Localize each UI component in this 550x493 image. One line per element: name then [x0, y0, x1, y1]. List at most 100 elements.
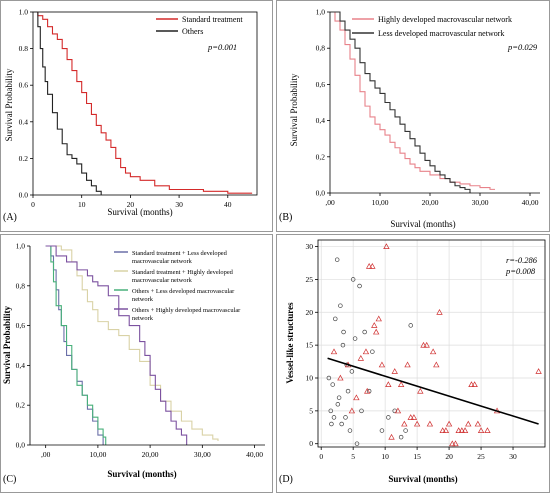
panel-d-point-circle-6: [336, 395, 342, 400]
panel-d-x-tick-label-6: 30: [509, 452, 517, 461]
panel-d-point-triangle-36: [452, 440, 459, 447]
panel-d-point-circle-30: [335, 402, 341, 407]
panel-d-point-circle-18: [359, 408, 364, 414]
panel-b-ylabel: Survival Probability: [289, 73, 299, 146]
panel-d-point-circle-17: [357, 283, 362, 289]
panel-a-y-tick-label-3: 0.6: [19, 81, 29, 90]
panel-a-legend: Standard treatment Others: [156, 15, 243, 36]
panel-d-p-value: p=0.008: [505, 266, 536, 276]
panel-d-y-tick-label-4: 20: [306, 308, 314, 317]
panel-d-point-triangle-21: [404, 361, 411, 368]
panel-a-pvalue: p=0.001: [207, 42, 237, 52]
panel-c-legend-label-3a: Others + Highly developed macrovascular: [132, 307, 241, 314]
panel-c-series-line-2: [45, 245, 107, 445]
panel-d-x-tick-label-2: 10: [381, 452, 389, 461]
panel-a-x-tick-label-0: 0: [31, 200, 35, 209]
panel-d-point-circle-3: [331, 415, 337, 420]
panel-a-x-tick-label-1: 10: [78, 200, 86, 209]
panel-d-point-triangle-40: [465, 420, 472, 427]
panel-b-x-tick-label-4: 40,00: [522, 198, 539, 207]
panel-d-point-triangle-39: [461, 427, 469, 434]
panel-c-y-tick-label-0: 0,0: [16, 441, 26, 450]
panel-d-point-circle-0: [326, 375, 332, 381]
panel-d-x-tick-label-3: 15: [413, 452, 421, 461]
panel-d-point-triangle-10: [371, 322, 378, 328]
panel-d-point-circle-23: [386, 415, 391, 420]
panel-c-x-tick-label-2: 20,00: [142, 450, 159, 459]
panel-b-xlabel: Survival (months): [390, 219, 455, 229]
panel-c-x-tick-label-0: ,00: [41, 450, 51, 459]
panel-c-legend-label-0b: macrovascular network: [132, 258, 193, 265]
panel-b-y-tick-label-3: 0,6: [316, 80, 326, 89]
panel-d-point-triangle-11: [372, 328, 380, 335]
panel-d-point-triangle-15: [385, 381, 392, 388]
panel-b-legend-label-1: Less developed macrovascular network: [378, 29, 504, 38]
panel-d-ylabel: Vessel-like structures: [285, 302, 295, 384]
panel-c-y-ticks: 0,0 0,2 0,4 0,6 0,8 1,0: [16, 242, 30, 450]
panel-b-y-tick-label-5: 1,0: [316, 8, 326, 17]
panel-d-point-triangle-29: [429, 348, 437, 355]
panel-d-y-tick-label-5: 25: [306, 275, 314, 284]
panel-a-x-tick-label-2: 20: [127, 200, 135, 209]
panel-d-point-triangle-14: [383, 243, 390, 250]
panel-d-point-circle-19: [362, 329, 367, 335]
panel-d-point-circle-21: [370, 349, 375, 354]
panel-d-point-triangle-32: [439, 427, 446, 434]
panel-c-series-line-1: [45, 245, 219, 442]
panel-d-xlabel: Survival (months): [388, 474, 457, 484]
panel-d-point-triangle-23: [410, 414, 418, 420]
panel-a-x-ticks: 0 10 20 30 40: [31, 195, 232, 209]
panel-d-point-triangle-30: [433, 361, 440, 368]
panel-b-pvalue: p=0.029: [507, 42, 538, 52]
panel-d-point-circle-1: [328, 408, 334, 414]
panel-d-r-value: r=-0.286: [506, 255, 538, 265]
panel-a-legend-label-1: Others: [182, 27, 203, 36]
panel-d-point-circle-29: [340, 342, 346, 348]
panel-d-point-triangle-38: [458, 427, 466, 434]
panel-d-fit-line: [327, 357, 539, 425]
panel-c-y-tick-label-1: 0,2: [16, 401, 26, 410]
panel-a-series-line-1: [33, 11, 102, 195]
panel-b-x-tick-label-3: 30,00: [472, 198, 489, 207]
panel-a-y-ticks: 0.0 0.2 0.4 0.6 0.8 1.0: [19, 8, 33, 200]
panel-d-point-circle-26: [403, 428, 408, 433]
panel-a-xlabel: Survival (months): [107, 207, 172, 217]
panel-c-legend: Standard treatment + Less developed macr…: [114, 250, 241, 322]
panel-c-y-tick-label-3: 0,6: [16, 321, 26, 330]
panel-d-point-triangle-13: [378, 361, 386, 368]
panel-d-point-triangle-41: [468, 381, 475, 388]
panel-c-legend-label-2a: Others + Less developed macrovascular: [132, 288, 235, 295]
panel-d-y-tick-label-2: 10: [306, 374, 314, 383]
panel-d-point-triangle-22: [407, 414, 414, 420]
panel-d-y-tick-label-0: 0: [309, 439, 313, 448]
panel-d-point-triangle-37: [455, 427, 462, 434]
panel-d-point-triangle-12: [375, 315, 382, 322]
panel-c-legend-label-1b: macrovascular network: [132, 277, 193, 284]
panel-d-point-circle-7: [338, 303, 343, 308]
panel-d-point-circle-13: [347, 428, 353, 433]
panel-d-point-circle-9: [341, 329, 346, 335]
panel-c-xlabel: Survival (months): [107, 469, 176, 479]
panel-c-legend-label-0a: Standard treatment + Less developed: [132, 250, 228, 257]
panel-b-series: [330, 11, 495, 193]
panel-d-grid: [318, 240, 545, 447]
panel-a-ylabel: Survival Probability: [4, 68, 14, 141]
panel-d-point-triangle-8: [365, 262, 373, 269]
panel-c-series-line-3: [45, 245, 188, 445]
panel-d-point-circle-4: [333, 316, 338, 322]
panel-a-x-tick-label-3: 30: [175, 200, 183, 209]
panel-d-point-triangle-26: [420, 341, 427, 348]
panel-c-label: (C): [3, 474, 16, 485]
panel-d-plot-area: [317, 239, 546, 448]
panel-d-point-circle-8: [339, 421, 344, 427]
panel-d-point-triangle-1: [337, 374, 344, 381]
panel-c-x-tick-label-4: 40,00: [246, 450, 263, 459]
panel-d-point-triangle-25: [417, 387, 424, 394]
panel-d-x-ticks: 0 5 10 15 20 25 30: [319, 447, 517, 461]
panel-c-ylabel: Survival Probability: [2, 305, 12, 384]
panel-a-y-tick-label-2: 0.4: [19, 117, 29, 126]
panel-d-point-circle-25: [398, 434, 404, 440]
panel-d-point-triangle-0: [330, 348, 338, 355]
panel-d-point-triangle-24: [413, 420, 421, 427]
panel-a: 0 10 20 30 40 0.0 0.2 0.4 0.6 0.8 1.0 Survival (m…: [0, 0, 273, 232]
